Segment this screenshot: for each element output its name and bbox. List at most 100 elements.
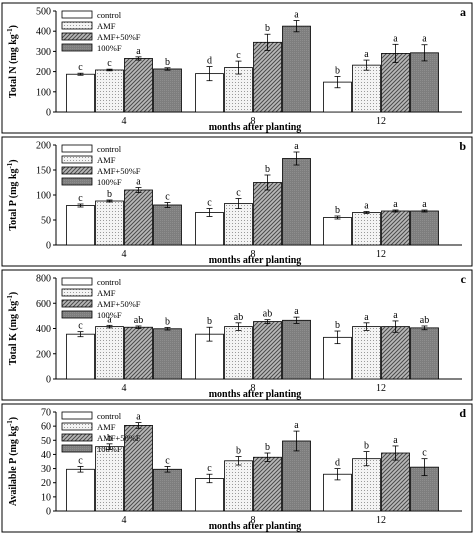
significance-letter: b — [165, 57, 170, 68]
x-tick-label: 4 — [122, 383, 127, 394]
x-axis-title: months after planting — [209, 255, 302, 266]
y-axis-title-sup: -1 — [6, 28, 14, 34]
significance-letter: a — [294, 420, 299, 431]
bar — [95, 200, 124, 246]
legend-label: control — [97, 144, 122, 154]
bar — [153, 468, 182, 512]
significance-letter: a — [107, 314, 112, 325]
significance-letter: b — [207, 316, 212, 327]
significance-letter: b — [265, 164, 270, 175]
bar — [124, 326, 153, 380]
significance-letter: a — [294, 141, 299, 152]
bar — [153, 204, 182, 246]
significance-letter: c — [78, 455, 83, 466]
bar — [224, 203, 253, 246]
y-tick-label: 600 — [36, 299, 51, 310]
y-tick-label: 150 — [36, 166, 51, 177]
y-tick-label: 200 — [36, 349, 51, 360]
x-axis-title: months after planting — [209, 521, 302, 532]
bar — [95, 446, 124, 512]
panel-frame — [1, 136, 473, 267]
bar — [381, 53, 410, 113]
y-tick-label: 60 — [41, 422, 51, 433]
significance-letter: c — [207, 198, 212, 209]
significance-letter: c — [78, 62, 83, 73]
y-axis-title-main: Available P (mg kg — [8, 426, 19, 506]
bar — [410, 327, 439, 380]
x-tick-label: 8 — [251, 249, 256, 260]
y-tick-label: 0 — [46, 375, 51, 386]
legend-swatch — [61, 177, 93, 186]
bar — [352, 458, 381, 512]
legend-label: 100%F — [97, 444, 122, 454]
panel-letter: a — [460, 5, 466, 19]
y-tick-label: 400 — [36, 324, 51, 335]
chart-panel-b: 0 50 100 150 200 4 8 12 months after planting Tot… — [1, 136, 473, 267]
bar — [66, 333, 95, 380]
bar — [381, 326, 410, 380]
significance-letter: a — [364, 201, 369, 212]
legend-label: control — [97, 411, 122, 421]
significance-letter: d — [335, 458, 340, 469]
y-tick-label: 500 — [36, 7, 51, 18]
bar — [66, 468, 95, 512]
y-tick-label: 0 — [46, 241, 51, 252]
y-tick-label: 300 — [36, 47, 51, 58]
significance-letter: b — [165, 316, 170, 327]
panel-frame — [1, 269, 473, 401]
bar — [224, 326, 253, 380]
y-axis-title-end: ) — [8, 292, 19, 295]
significance-letter: c — [207, 463, 212, 474]
y-tick-label: 40 — [41, 450, 51, 461]
bar — [282, 319, 311, 380]
legend-label: AMF — [97, 21, 116, 31]
significance-letter: b — [107, 433, 112, 444]
bar — [282, 440, 311, 512]
legend-swatch — [61, 144, 93, 153]
y-axis-title: Available P (mg kg-1) — [6, 417, 19, 506]
significance-letter: d — [207, 56, 212, 67]
bar — [224, 67, 253, 113]
bar — [381, 452, 410, 512]
bar — [124, 189, 153, 246]
y-tick-label: 200 — [36, 67, 51, 78]
bar — [381, 210, 410, 246]
significance-letter: a — [136, 412, 141, 423]
x-axis-title: months after planting — [209, 389, 302, 400]
y-tick-label: 30 — [41, 464, 51, 475]
significance-letter: b — [335, 65, 340, 76]
significance-letter: a — [364, 49, 369, 60]
y-tick-label: 70 — [41, 408, 51, 419]
significance-letter: c — [165, 455, 170, 466]
bar — [124, 425, 153, 512]
y-axis-title-sup: -1 — [6, 420, 14, 426]
significance-letter: a — [136, 46, 141, 57]
bar — [66, 73, 95, 113]
bar — [95, 326, 124, 380]
legend-label: AMF+50%F — [97, 433, 141, 443]
y-axis-title: Total K (mg kg-1) — [6, 292, 19, 366]
significance-letter: ab — [420, 315, 429, 326]
y-tick-label: 100 — [36, 87, 51, 98]
bar — [282, 25, 311, 113]
significance-letter: c — [422, 448, 427, 459]
significance-letter: ab — [263, 309, 272, 320]
significance-letter: a — [364, 312, 369, 323]
y-tick-label: 50 — [41, 436, 51, 447]
legend-swatch — [61, 422, 93, 431]
x-tick-label: 12 — [376, 515, 386, 526]
y-tick-label: 800 — [36, 274, 51, 285]
y-tick-label: 200 — [36, 141, 51, 152]
significance-letter: a — [422, 199, 427, 210]
x-tick-label: 4 — [122, 515, 127, 526]
y-axis-title: Total N (mg kg-1) — [6, 25, 19, 98]
legend-swatch — [61, 411, 93, 420]
significance-letter: c — [236, 50, 241, 61]
legend-label: AMF — [97, 422, 116, 432]
bar — [410, 52, 439, 113]
bar — [95, 69, 124, 113]
